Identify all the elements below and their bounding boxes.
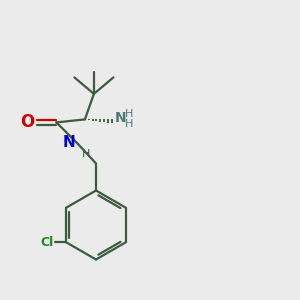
Text: H: H bbox=[124, 119, 133, 129]
Text: N: N bbox=[63, 135, 76, 150]
Text: H: H bbox=[124, 109, 133, 119]
Text: O: O bbox=[20, 113, 34, 131]
Text: H: H bbox=[82, 149, 90, 159]
Text: N: N bbox=[114, 112, 126, 125]
Text: Cl: Cl bbox=[40, 236, 53, 249]
